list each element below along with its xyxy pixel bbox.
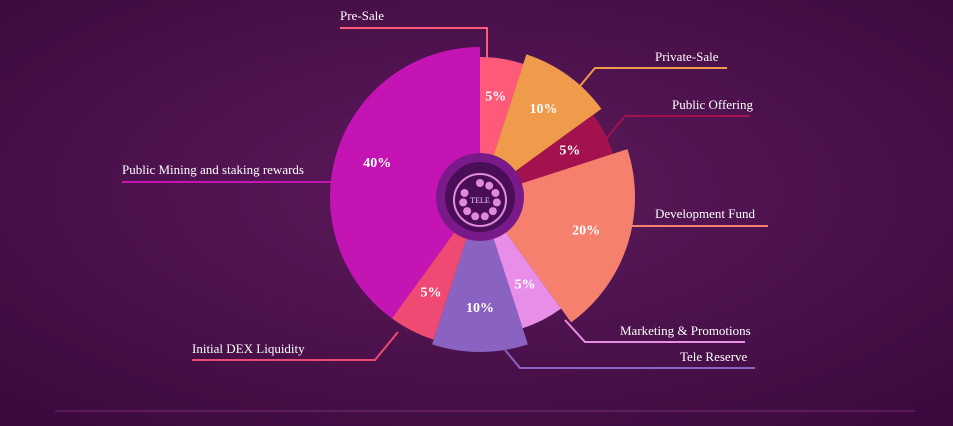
leader-line	[564, 319, 745, 343]
value-label: 20%	[572, 224, 600, 239]
category-label: Initial DEX Liquidity	[192, 341, 305, 356]
value-label: 40%	[363, 156, 391, 171]
leader-line	[192, 331, 399, 361]
leader-line	[340, 27, 488, 58]
pie-slice	[432, 197, 528, 352]
logo-dot	[459, 198, 468, 207]
logo-dot	[488, 207, 497, 216]
category-label: Tele Reserve	[680, 349, 748, 364]
logo-dot	[476, 179, 484, 187]
value-label: 5%	[515, 278, 536, 293]
leader-line	[574, 67, 727, 93]
leader-line	[504, 349, 755, 369]
category-label: Private-Sale	[655, 49, 719, 64]
logo-dot	[492, 198, 501, 207]
pie-slice	[330, 46, 480, 319]
category-label: Marketing & Promotions	[620, 323, 751, 338]
category-label: Development Fund	[655, 206, 756, 221]
value-label: 5%	[559, 143, 580, 158]
category-label: Pre-Sale	[340, 8, 384, 23]
logo-dial	[459, 179, 501, 221]
category-label: Public Mining and staking rewards	[122, 162, 304, 177]
value-label: 10%	[529, 102, 557, 117]
value-label: 10%	[466, 301, 494, 316]
value-label: 5%	[420, 285, 441, 300]
logo-dot	[460, 188, 469, 197]
logo-ring	[453, 173, 507, 227]
pie-slice	[480, 54, 602, 197]
category-label: Public Offering	[672, 97, 753, 112]
logo-dot	[463, 207, 472, 216]
logo-dot	[480, 212, 489, 221]
logo-dot	[471, 212, 480, 221]
logo-text: TELE	[470, 196, 490, 205]
logo-dot	[485, 181, 494, 190]
leader-line	[604, 115, 750, 141]
value-label: 5%	[485, 90, 506, 105]
logo-dot	[491, 188, 500, 197]
